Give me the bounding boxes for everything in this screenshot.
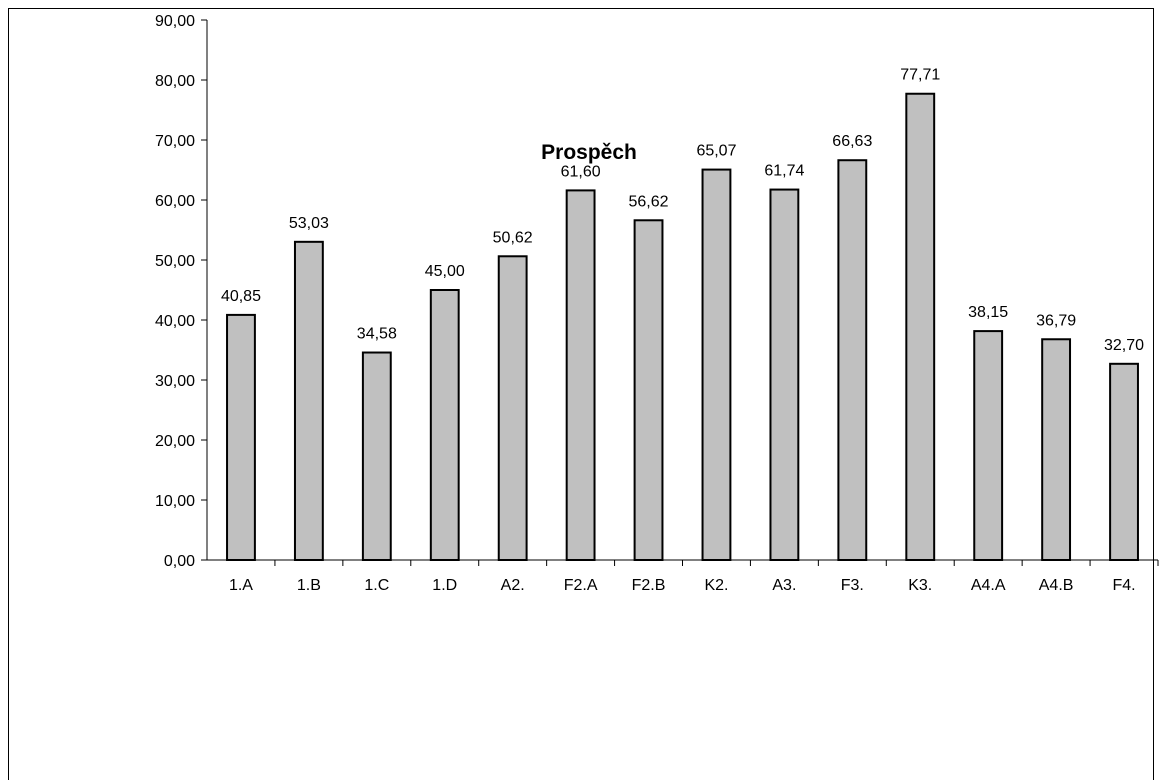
x-tick-label: 1.D	[432, 577, 457, 594]
x-tick-label: 1.A	[229, 577, 253, 594]
bar-A2.	[497, 255, 528, 561]
data-label: 77,71	[900, 67, 940, 84]
data-labels: 40,85 53,03 34,58 45,00 50,62 61,60 56,62 65,07…	[221, 67, 1144, 354]
y-tick-label: 90,00	[155, 13, 195, 30]
x-tick-label: F2.B	[632, 577, 666, 594]
y-tick-label: 70,00	[155, 133, 195, 150]
x-tick-label: A2.	[501, 577, 525, 594]
data-label: 61,60	[561, 163, 601, 180]
data-label: 53,03	[289, 215, 329, 232]
x-tick-label: F4.	[1112, 577, 1135, 594]
data-label: 65,07	[696, 143, 736, 160]
y-tick-label: 30,00	[155, 373, 195, 390]
data-label: 50,62	[493, 229, 533, 246]
data-label: 56,62	[629, 193, 669, 210]
bar-F2.B	[633, 219, 664, 561]
bar-F4.	[1109, 362, 1139, 561]
x-tick-label: K2.	[704, 577, 728, 594]
bar-1.D	[429, 289, 460, 561]
x-tick-label: F2.A	[564, 577, 598, 594]
bar-F3.	[837, 159, 868, 561]
x-tick-label: K3.	[908, 577, 932, 594]
bar-1.A	[226, 313, 256, 561]
x-tick-label: 1.C	[364, 577, 389, 594]
bar-1.C	[361, 351, 392, 561]
y-tick-label: 20,00	[155, 433, 195, 450]
y-tick-label: 10,00	[155, 493, 195, 510]
data-label: 38,15	[968, 304, 1008, 321]
bar-F2.A	[565, 189, 596, 561]
x-tick-label: A3.	[772, 577, 796, 594]
data-label: 40,85	[221, 288, 261, 305]
bar-A4.B	[1041, 338, 1072, 562]
bars	[226, 92, 1139, 562]
x-tick-label: A4.A	[971, 577, 1006, 594]
data-label: 34,58	[357, 326, 397, 343]
x-tick-label: 1.B	[297, 577, 321, 594]
y-tick-label: 50,00	[155, 253, 195, 270]
y-axis: 0,00 10,00 20,00 30,00 40,00 50,00 60,00 70,00 8…	[155, 13, 208, 570]
bar-1.B	[293, 240, 324, 561]
x-tick-label: F3.	[841, 577, 864, 594]
bar-A4.A	[973, 330, 1004, 561]
bar-A3.	[769, 188, 800, 561]
data-label: 61,74	[764, 163, 804, 180]
x-tick-label: A4.B	[1039, 577, 1074, 594]
y-tick-label: 0,00	[164, 553, 195, 570]
y-tick-label: 40,00	[155, 313, 195, 330]
y-tick-label: 60,00	[155, 193, 195, 210]
bar-K2.	[701, 168, 732, 562]
x-axis: 1.A 1.B 1.C 1.D A2. F2.A F2.B K2. A3. F3. K3. A4.A A…	[207, 559, 1159, 594]
bar-K3.	[905, 92, 936, 562]
data-label: 45,00	[425, 263, 465, 280]
data-label: 36,79	[1036, 312, 1076, 329]
y-tick-label: 80,00	[155, 73, 195, 90]
chart-title: Prospěch	[541, 141, 637, 164]
data-label: 32,70	[1104, 337, 1144, 354]
data-label: 66,63	[832, 133, 872, 150]
